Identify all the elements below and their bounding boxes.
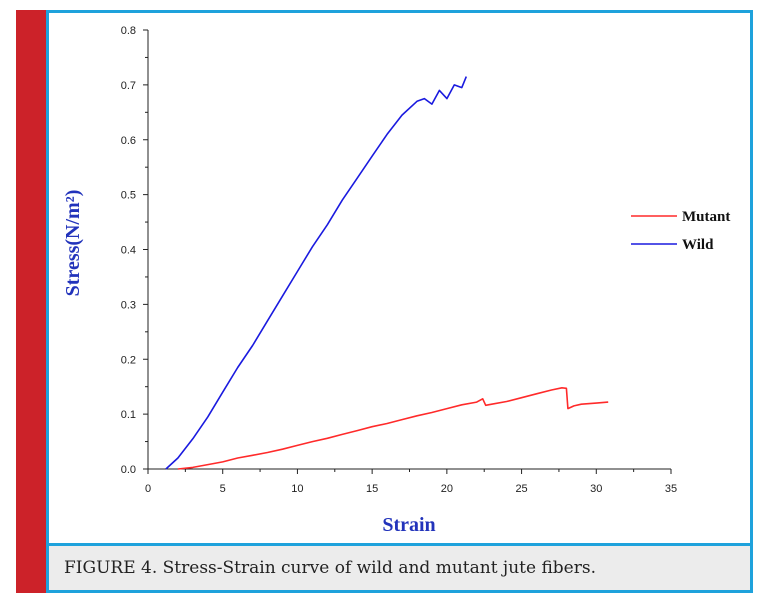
- x-tick-label: 15: [366, 483, 378, 495]
- x-axis-ticks: 0 5 10 15 20 25 30 35: [145, 469, 677, 495]
- x-tick-label: 5: [220, 483, 226, 495]
- figure-frame: [46, 10, 753, 593]
- y-tick-label: 0.8: [121, 25, 136, 37]
- series-lines: [165, 76, 609, 470]
- y-tick-label: 0.5: [121, 190, 136, 202]
- figure-caption: FIGURE 4. Stress-Strain curve of wild an…: [64, 558, 596, 578]
- y-tick-label: 0.3: [121, 299, 136, 311]
- y-tick-label: 0.2: [121, 354, 136, 366]
- x-tick-label: 25: [515, 483, 527, 495]
- y-tick-label: 0.0: [121, 464, 136, 476]
- x-tick-label: 30: [590, 483, 602, 495]
- x-tick-label: 20: [441, 483, 453, 495]
- series-line-mutant: [177, 387, 609, 470]
- y-tick-label: 0.7: [121, 80, 136, 92]
- x-tick-label: 0: [145, 483, 151, 495]
- legend-label-wild: Wild: [682, 237, 714, 253]
- x-tick-label: 10: [291, 483, 303, 495]
- legend-label-mutant: Mutant: [682, 209, 730, 225]
- y-axis-ticks: 0.0 0.1 0.2 0.3 0.4 0.5 0.6 0.7 0.8: [121, 25, 148, 476]
- y-axis-title: Stress(N/m²): [62, 190, 84, 297]
- legend: Mutant Wild: [631, 209, 730, 253]
- y-tick-label: 0.4: [121, 245, 136, 257]
- x-axis-title: Strain: [382, 514, 435, 536]
- x-tick-label: 35: [665, 483, 677, 495]
- y-tick-label: 0.6: [121, 135, 136, 147]
- caption-box: FIGURE 4. Stress-Strain curve of wild an…: [46, 543, 753, 593]
- y-tick-label: 0.1: [121, 409, 136, 421]
- red-side-bar: [16, 10, 46, 593]
- series-line-wild: [165, 76, 468, 470]
